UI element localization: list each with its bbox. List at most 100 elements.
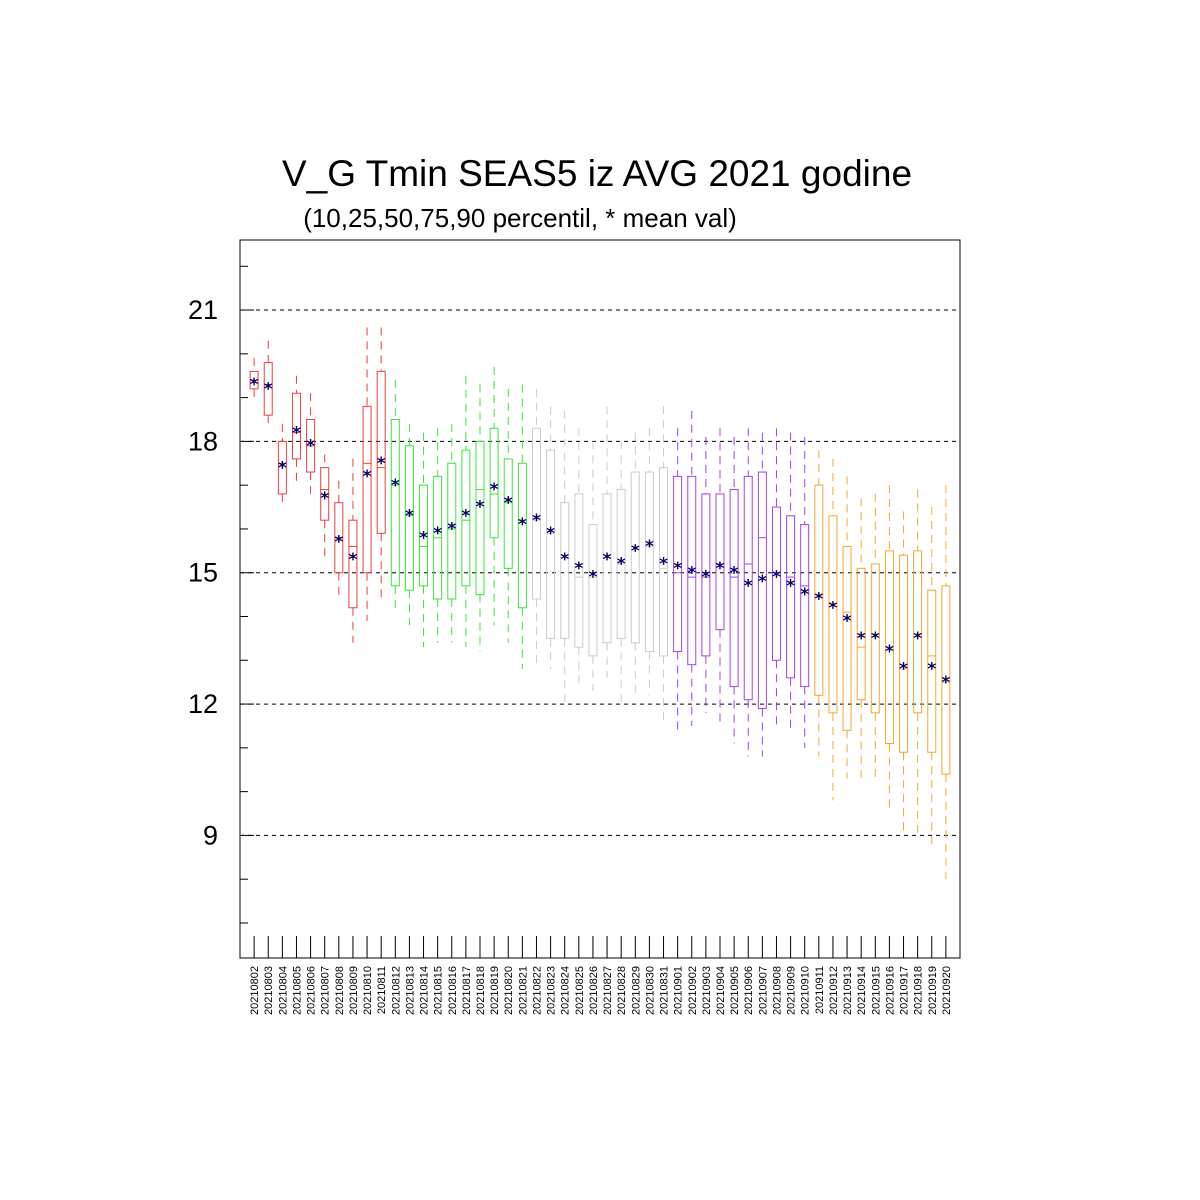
mean-marker: * xyxy=(419,528,428,548)
x-tick-label: 20210830 xyxy=(644,966,656,1015)
x-tick-label: 20210808 xyxy=(334,966,346,1015)
x-tick-label: 20210826 xyxy=(588,966,600,1015)
iqr-box xyxy=(743,475,753,701)
mean-marker: * xyxy=(574,559,583,579)
iqr-box xyxy=(927,589,937,753)
iqr-box xyxy=(546,449,556,639)
y-tick-label: 21 xyxy=(188,295,218,325)
mean-marker: * xyxy=(292,423,301,443)
mean-marker: * xyxy=(701,568,710,588)
x-tick-label: 20210811 xyxy=(376,966,388,1014)
box-20210802: * xyxy=(249,358,259,402)
box-20210903: * xyxy=(701,437,710,713)
iqr-box xyxy=(913,550,923,714)
mean-marker: * xyxy=(348,550,357,570)
box-20210911: * xyxy=(814,450,823,757)
x-tick-label: 20210806 xyxy=(306,966,318,1015)
box-20210904: * xyxy=(715,428,725,726)
iqr-box xyxy=(701,493,711,657)
iqr-box xyxy=(644,471,654,653)
mean-marker: * xyxy=(744,576,753,596)
plot-series: * ************ * ** **** *** * ** ** ** * * * * ** * * * *… xyxy=(249,327,950,880)
mean-marker: * xyxy=(490,480,499,500)
plot-frame xyxy=(239,239,961,959)
x-tick-label: 20210813 xyxy=(404,966,416,1015)
box-20210901: * xyxy=(673,428,682,735)
box-20210917: * xyxy=(899,511,909,836)
mean-marker: * xyxy=(518,515,527,535)
x-tick-label: 20210914 xyxy=(856,966,868,1015)
mean-marker: * xyxy=(730,563,739,583)
chart-title: V_G Tmin SEAS5 iz AVG 2021 godine xyxy=(282,153,912,194)
mean-marker: * xyxy=(377,454,386,474)
iqr-box xyxy=(404,445,414,591)
mean-marker: * xyxy=(716,559,725,579)
x-tick-label: 20210913 xyxy=(842,966,854,1015)
mean-marker: * xyxy=(320,489,329,509)
iqr-box xyxy=(277,440,287,495)
mean-marker: * xyxy=(433,524,442,544)
box-20210822: * xyxy=(531,388,541,670)
x-tick-label: 20210825 xyxy=(574,966,586,1015)
box-20210816: * xyxy=(447,423,456,643)
box-20210914: * xyxy=(856,498,866,779)
x-tick-label: 20210908 xyxy=(771,966,783,1015)
box-20210902: * xyxy=(687,410,696,726)
mean-marker: * xyxy=(871,629,880,649)
iqr-box xyxy=(828,515,838,714)
iqr-box xyxy=(771,506,781,661)
y-tick-label: 9 xyxy=(203,820,218,850)
mean-marker: * xyxy=(363,467,372,487)
x-tick-label: 20210907 xyxy=(757,966,769,1015)
box-20210920: * xyxy=(941,485,950,880)
mean-marker: * xyxy=(814,590,823,610)
box-20210826: * xyxy=(588,441,597,691)
box-20210819: * xyxy=(489,366,499,626)
mean-marker: * xyxy=(532,511,541,531)
iqr-box xyxy=(376,370,386,534)
x-tick-label: 20210803 xyxy=(263,966,275,1015)
box-20210804: * xyxy=(277,423,287,508)
box-20210811: * xyxy=(376,327,386,604)
mean-marker: * xyxy=(447,520,456,540)
iqr-box xyxy=(870,563,880,714)
iqr-box xyxy=(729,489,739,688)
box-20210807: * xyxy=(320,454,329,560)
iqr-box xyxy=(899,554,909,753)
box-20210916: * xyxy=(884,485,894,814)
x-tick-label: 20210817 xyxy=(461,966,473,1015)
x-tick-label: 20210919 xyxy=(927,966,939,1015)
iqr-box xyxy=(291,392,301,460)
box-20210829: * xyxy=(630,432,640,696)
iqr-box xyxy=(390,419,400,587)
x-tick-label: 20210831 xyxy=(659,966,671,1015)
x-tick-label: 20210829 xyxy=(630,966,642,1015)
iqr-box xyxy=(842,545,852,731)
box-20210820: * xyxy=(503,388,513,643)
mean-marker: * xyxy=(941,673,950,693)
x-tick-label: 20210918 xyxy=(913,966,925,1015)
x-tick-label: 20210818 xyxy=(475,966,487,1015)
iqr-box xyxy=(856,567,866,701)
iqr-box xyxy=(786,515,796,679)
x-tick-label: 20210828 xyxy=(616,966,628,1015)
x-tick-label: 20210912 xyxy=(828,966,840,1015)
iqr-box xyxy=(531,427,541,600)
x-tick-label: 20210823 xyxy=(546,966,558,1015)
y-tick-label: 18 xyxy=(188,426,218,456)
x-tick-label: 20210812 xyxy=(390,966,402,1015)
mean-marker: * xyxy=(828,598,837,618)
mean-marker: * xyxy=(659,555,668,575)
y-axis: 9 12 15 18 21 xyxy=(188,265,254,924)
iqr-box xyxy=(630,471,640,644)
x-tick-label: 20210904 xyxy=(715,966,727,1015)
box-20210818: * xyxy=(475,384,485,652)
box-20210815: * xyxy=(433,428,442,643)
x-tick-label: 20210902 xyxy=(687,966,699,1015)
iqr-box xyxy=(560,502,570,639)
iqr-box xyxy=(503,458,513,569)
box-20210919: * xyxy=(927,507,937,845)
box-20210810: * xyxy=(362,327,372,621)
mean-marker: * xyxy=(758,572,767,592)
